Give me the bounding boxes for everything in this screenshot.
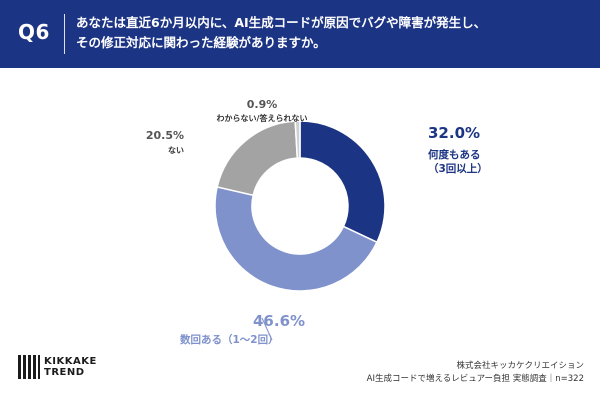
donut-slice-1 bbox=[299, 120, 386, 244]
logo-line-2: TREND bbox=[44, 367, 85, 378]
company-name: 株式会社キッカケクリエイション bbox=[456, 361, 584, 371]
donut-slice-4 bbox=[294, 120, 301, 159]
value-label-4: 0.9% bbox=[247, 98, 278, 111]
logo-mark-icon bbox=[18, 355, 40, 379]
donut-slice-2 bbox=[214, 186, 378, 292]
donut-chart: 32.0% 何度もある（3回以上） 46.6% 数回ある（1〜2回） 20.5% ない 0.… bbox=[146, 98, 488, 346]
value-label-2: 46.6% bbox=[253, 312, 305, 330]
question-line-1: あなたは直近6か月以内に、AI生成コードが原因でバグや障害が発生し、 bbox=[76, 15, 487, 30]
question-text: あなたは直近6か月以内に、AI生成コードが原因でバグや障害が発生し、 その修正対… bbox=[76, 13, 586, 53]
question-header: Q6 あなたは直近6か月以内に、AI生成コードが原因でバグや障害が発生し、 その… bbox=[0, 0, 600, 68]
chart-area: 32.0% 何度もある （3回以上） 46.6% 数回ある（1〜2回） 20.5% ない 0.… bbox=[0, 68, 600, 368]
footer-credit: 株式会社キッカケクリエイション AI生成コードで増えるレビュアー負担 実態調査｜… bbox=[367, 360, 584, 386]
question-line-2: その修正対応に関わった経験がありますか。 bbox=[76, 35, 326, 50]
category-label-1-line-2: （3回以上） bbox=[428, 162, 488, 175]
donut-slice-3 bbox=[216, 120, 299, 197]
survey-info: AI生成コードで増えるレビュアー負担 実態調査｜n=322 bbox=[366, 374, 584, 384]
category-label-4-line-1: わからない/答えられない bbox=[217, 113, 308, 123]
category-label-3-line-1: ない bbox=[168, 146, 184, 155]
logo-text: KIKKAKE TREND bbox=[44, 356, 97, 378]
logo-line-1: KIKKAKE bbox=[44, 356, 97, 367]
value-label-1: 32.0% bbox=[428, 124, 480, 142]
category-label-1-line-1: 何度もある bbox=[428, 148, 481, 161]
header-divider bbox=[64, 14, 65, 54]
category-label-2-line-1: 数回ある（1〜2回） bbox=[179, 333, 279, 346]
value-label-3: 20.5% bbox=[146, 129, 184, 142]
brand-logo: KIKKAKE TREND bbox=[18, 355, 97, 379]
question-number: Q6 bbox=[18, 20, 50, 44]
leader-line-2 bbox=[261, 317, 273, 341]
